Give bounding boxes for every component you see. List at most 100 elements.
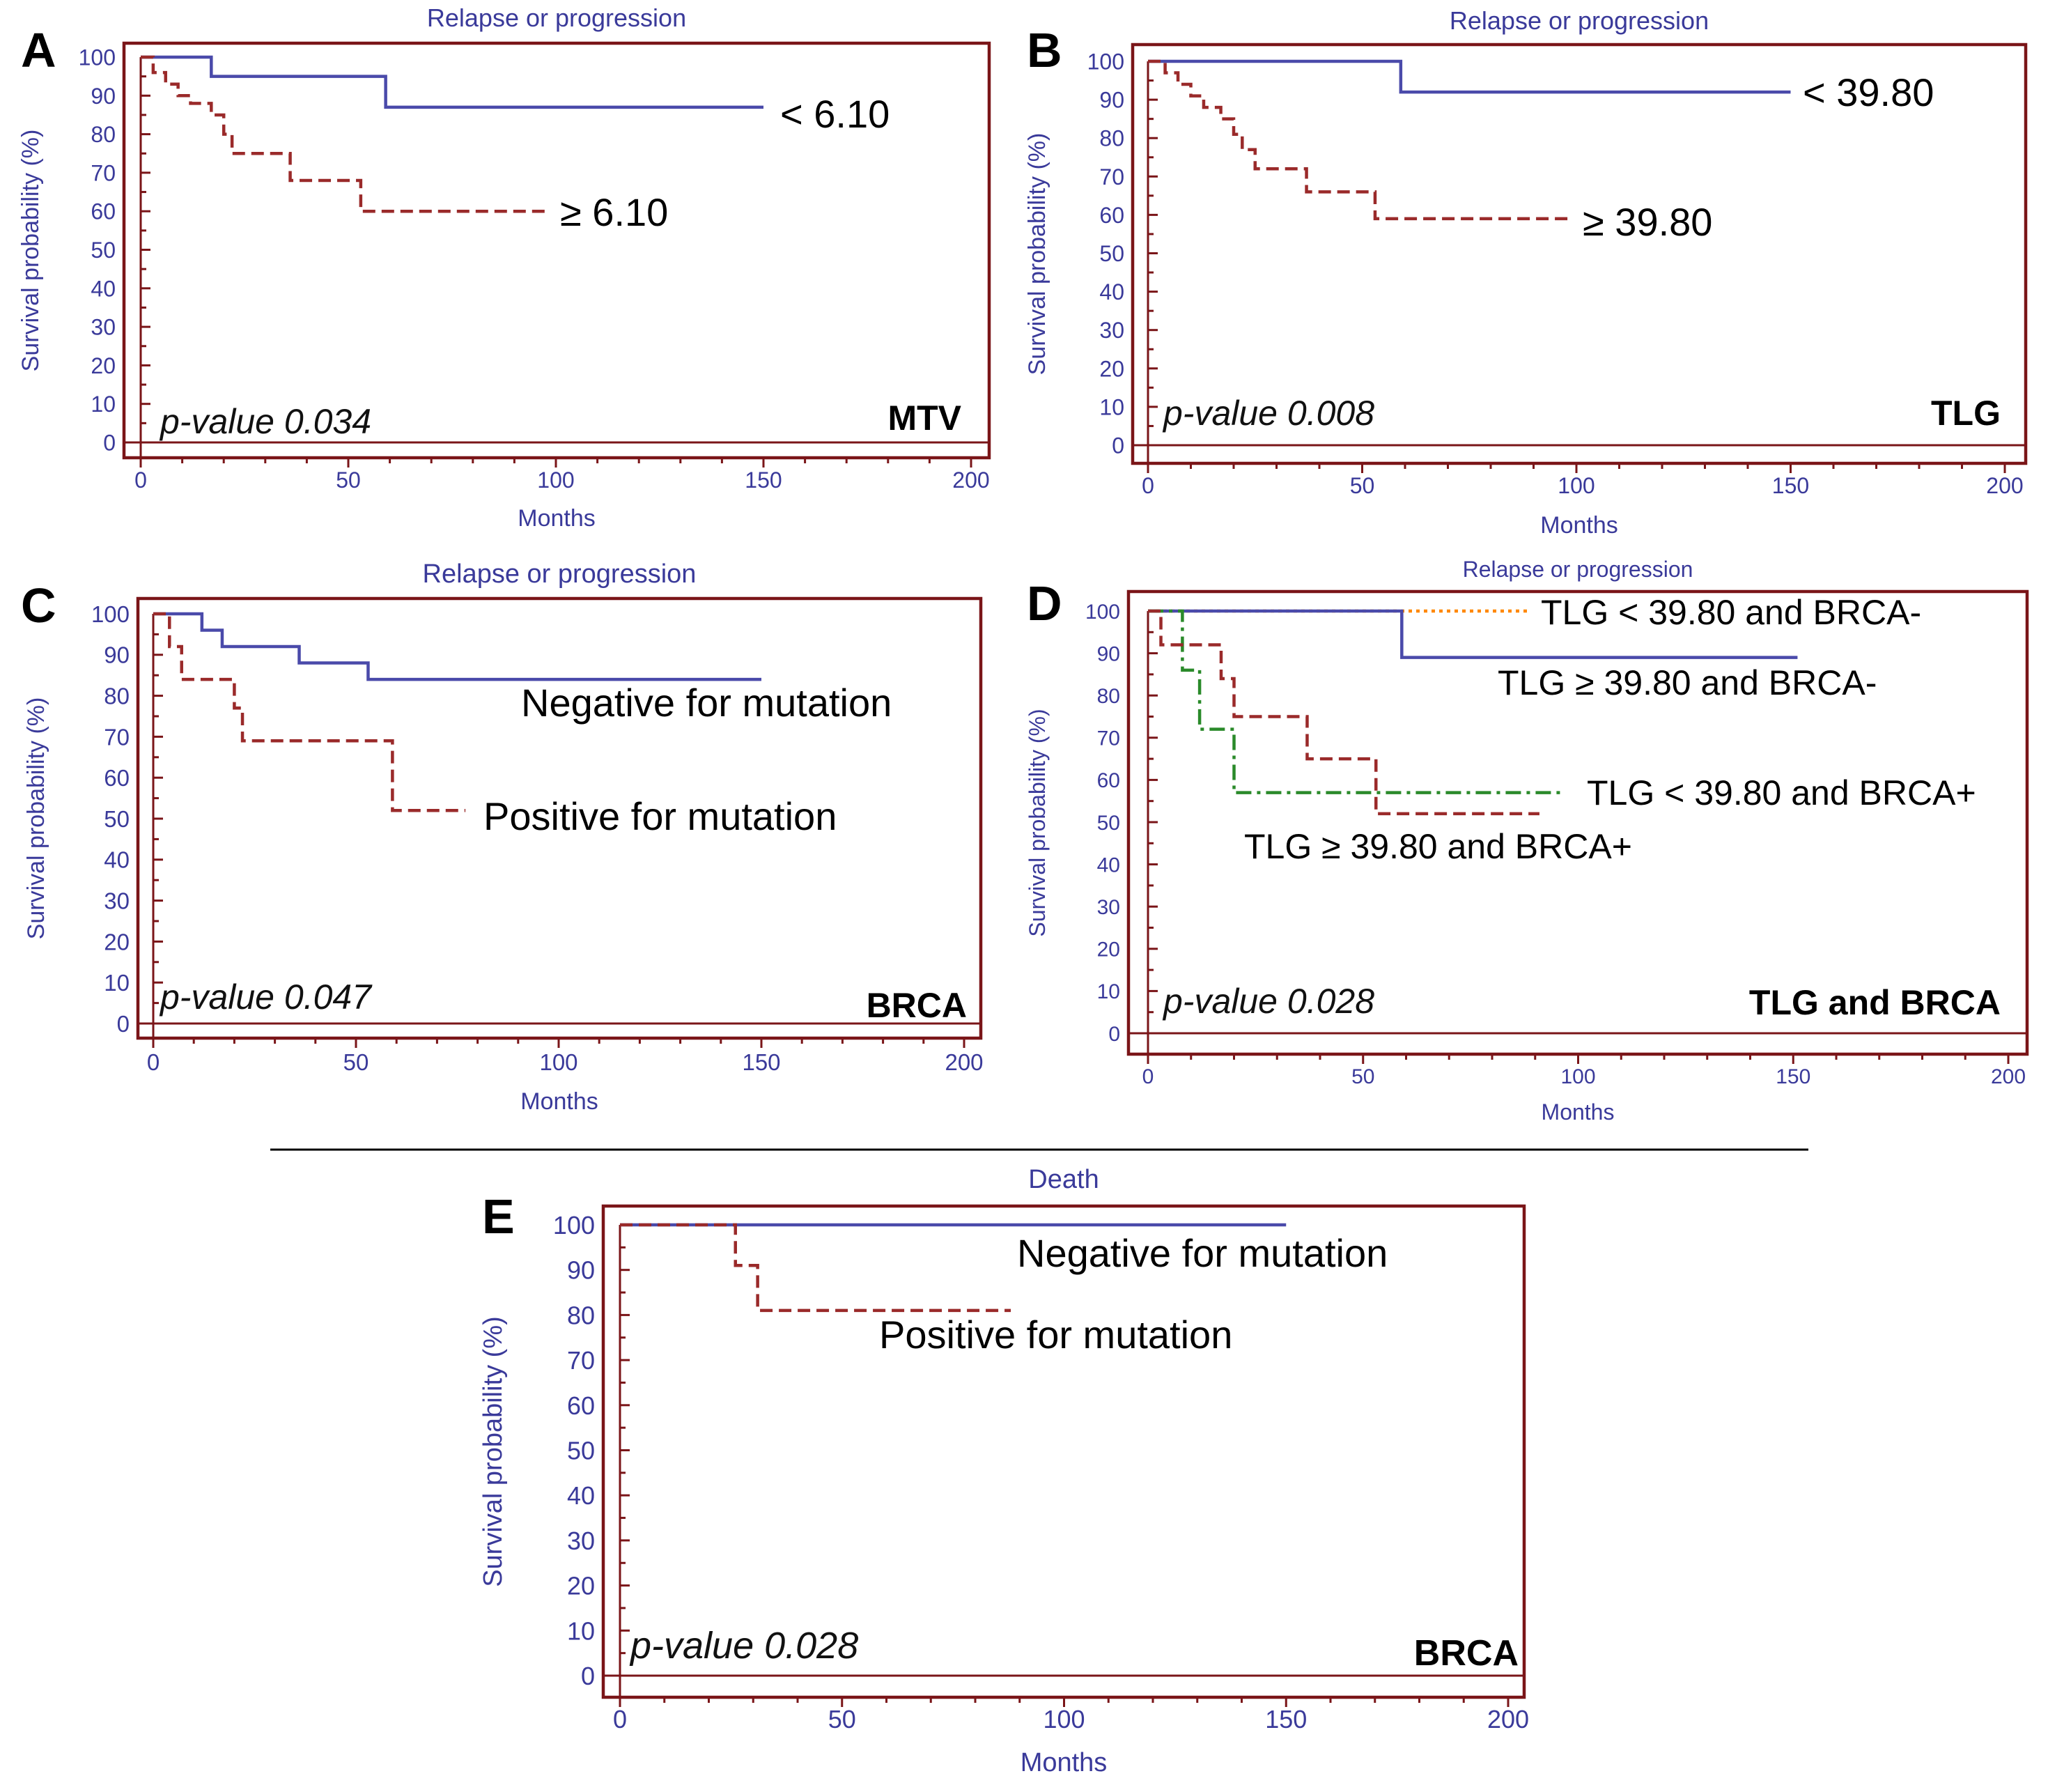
panel-c: 0 10 20 30 40 50 60 70 80 90 100 0 50 100 150 200 Months… xyxy=(21,559,984,1115)
series-label: Positive for mutation xyxy=(483,794,837,838)
chart-title: Relapse or progression xyxy=(1450,6,1709,35)
series-label: < 39.80 xyxy=(1803,70,1934,114)
y-tick-label: 20 xyxy=(1097,939,1120,961)
x-tick-label: 50 xyxy=(1350,473,1375,498)
series-label: Positive for mutation xyxy=(879,1313,1232,1357)
y-tick-label: 80 xyxy=(1099,126,1124,151)
series-line xyxy=(153,612,466,812)
corner-label: TLG and BRCA xyxy=(1749,983,2001,1022)
series-label: TLG ≥ 39.80 and BRCA+ xyxy=(1244,827,1632,866)
series-label: TLG ≥ 39.80 and BRCA- xyxy=(1498,663,1877,702)
panel-letter: E xyxy=(482,1189,515,1244)
y-tick-label: 50 xyxy=(1099,241,1124,266)
series-line xyxy=(620,1223,1011,1313)
y-tick-label: 50 xyxy=(1097,812,1120,835)
y-tick-label: 60 xyxy=(1097,769,1120,792)
series-label: TLG < 39.80 and BRCA+ xyxy=(1587,773,1976,812)
p-value: p-value 0.008 xyxy=(1162,394,1374,433)
y-tick-label: 40 xyxy=(567,1481,595,1510)
y-tick-label: 10 xyxy=(104,970,130,996)
x-tick-label: 0 xyxy=(147,1049,160,1075)
corner-label: MTV xyxy=(887,399,961,438)
y-tick-label: 100 xyxy=(1085,601,1120,624)
y-tick-label: 70 xyxy=(104,724,130,750)
x-tick-label: 100 xyxy=(1560,1065,1595,1088)
chart-title: Relapse or progression xyxy=(427,3,686,32)
chart-title: Relapse or progression xyxy=(1463,557,1693,582)
y-tick-label: 40 xyxy=(91,276,116,301)
x-axis-label: Months xyxy=(518,505,596,532)
series-label: Negative for mutation xyxy=(521,681,892,725)
y-tick-label: 100 xyxy=(553,1211,595,1239)
y-tick-label: 60 xyxy=(91,199,116,224)
x-tick-label: 100 xyxy=(539,1049,577,1075)
y-tick-label: 10 xyxy=(567,1616,595,1645)
series-line xyxy=(1148,59,1791,94)
y-tick-label: 60 xyxy=(1099,203,1124,228)
y-tick-label: 80 xyxy=(567,1301,595,1329)
panel-letter: A xyxy=(21,23,56,77)
y-tick-label: 30 xyxy=(104,888,130,913)
series-line xyxy=(1148,609,1539,816)
p-value: p-value 0.028 xyxy=(629,1625,858,1667)
p-value: p-value 0.047 xyxy=(159,978,373,1017)
series-label: < 6.10 xyxy=(780,92,890,136)
corner-label: BRCA xyxy=(1414,1633,1519,1674)
plot-frame xyxy=(601,1204,1526,1699)
series-label: TLG < 39.80 and BRCA- xyxy=(1541,593,1921,632)
y-tick-label: 70 xyxy=(1097,727,1120,750)
y-tick-label: 80 xyxy=(91,122,116,147)
y-tick-label: 90 xyxy=(91,84,116,109)
y-tick-label: 70 xyxy=(91,160,116,185)
series-line xyxy=(141,55,763,109)
panel-d: 0 10 20 30 40 50 60 70 80 90 100 0 50 100 150 200 Months… xyxy=(1025,557,2029,1125)
panel-e: 0 10 20 30 40 50 60 70 80 90 100 0 50 100 150 200 Months… xyxy=(479,1165,1529,1777)
p-value: p-value 0.034 xyxy=(159,402,371,441)
x-tick-label: 100 xyxy=(537,468,574,493)
y-tick-label: 90 xyxy=(1097,642,1120,665)
y-tick-label: 30 xyxy=(91,315,116,340)
x-tick-label: 150 xyxy=(745,468,782,493)
y-tick-label: 20 xyxy=(104,929,130,955)
y-tick-label: 90 xyxy=(104,642,130,668)
y-tick-label: 100 xyxy=(91,601,130,627)
series-line xyxy=(1148,59,1568,221)
y-tick-label: 10 xyxy=(91,392,116,417)
series-line xyxy=(141,55,548,213)
y-tick-label: 100 xyxy=(79,45,116,70)
x-tick-label: 0 xyxy=(1142,1065,1154,1088)
y-tick-label: 0 xyxy=(103,431,116,456)
y-tick-label: 50 xyxy=(104,806,130,832)
y-tick-label: 60 xyxy=(104,765,130,791)
x-axis-label: Months xyxy=(1540,512,1618,539)
y-tick-label: 0 xyxy=(1112,433,1124,458)
y-tick-label: 30 xyxy=(1097,896,1120,919)
y-tick-label: 30 xyxy=(1099,318,1124,343)
x-tick-label: 150 xyxy=(1772,473,1809,498)
x-axis-label: Months xyxy=(1021,1748,1108,1777)
y-tick-label: 0 xyxy=(1108,1023,1120,1046)
x-axis-label: Months xyxy=(1542,1099,1615,1125)
panel-letter: B xyxy=(1027,23,1062,77)
y-tick-label: 20 xyxy=(1099,356,1124,381)
y-tick-label: 40 xyxy=(1099,279,1124,304)
y-axis-label: Survival probability (%) xyxy=(1024,133,1050,376)
y-tick-label: 80 xyxy=(104,683,130,709)
y-axis-label: Survival probability (%) xyxy=(479,1316,508,1587)
p-value: p-value 0.028 xyxy=(1162,982,1374,1021)
corner-label: TLG xyxy=(1931,394,2001,433)
x-tick-label: 150 xyxy=(1265,1705,1307,1733)
x-tick-label: 200 xyxy=(1986,473,2023,498)
y-tick-label: 100 xyxy=(1087,49,1124,75)
x-tick-label: 100 xyxy=(1558,473,1595,498)
x-tick-label: 100 xyxy=(1043,1705,1085,1733)
series-label: Negative for mutation xyxy=(1017,1231,1388,1275)
y-tick-label: 0 xyxy=(117,1011,130,1037)
series-line xyxy=(1148,609,1798,659)
series-line xyxy=(153,612,761,681)
y-tick-label: 60 xyxy=(567,1391,595,1420)
x-axis-label: Months xyxy=(520,1088,598,1115)
y-tick-label: 40 xyxy=(104,847,130,873)
y-tick-label: 50 xyxy=(91,238,116,263)
